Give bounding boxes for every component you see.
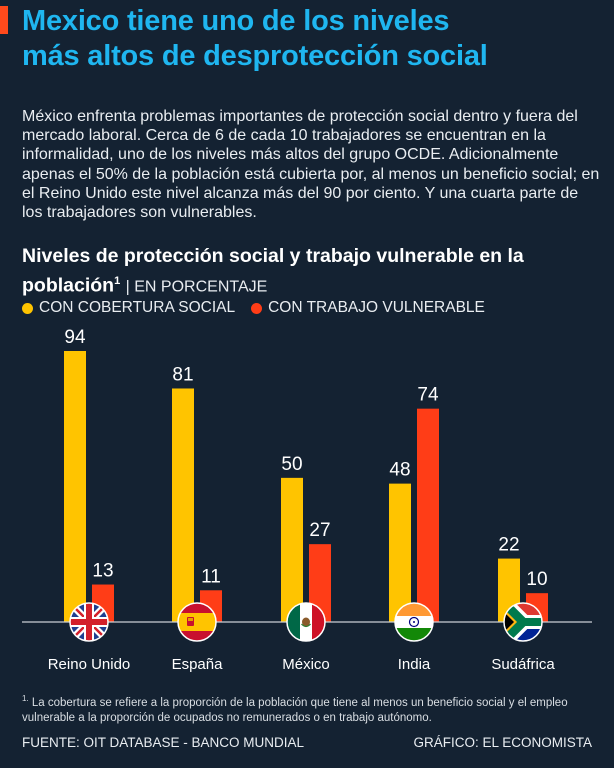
category-label-2: México (282, 656, 330, 673)
chart-title: Niveles de protección social y trabajo v… (22, 244, 607, 300)
uk-flag-icon (69, 602, 109, 642)
legend-dot-vulnerable (251, 302, 263, 314)
legend-label-vulnerable: CON TRABAJO VULNERABLE (268, 299, 485, 316)
bar-chart: 94 13 Reino Unido 81 11 España 50 27 México 48 74 I… (22, 327, 592, 673)
footnote-text: La cobertura se refiere a la proporción … (22, 696, 568, 724)
value-label-coverage-3: 48 (389, 460, 410, 481)
value-label-vulnerable-3: 74 (417, 385, 439, 406)
page-title: Mexico tiene uno de los niveles más alto… (22, 4, 602, 74)
footnote-mark: 1. (22, 694, 29, 703)
credit-text: GRÁFICO: EL ECONOMISTA (413, 735, 592, 750)
value-label-coverage-0: 94 (64, 327, 86, 348)
source-text: FUENTE: OIT DATABASE - BANCO MUNDIAL (22, 735, 305, 750)
value-label-vulnerable-4: 10 (526, 569, 547, 590)
value-label-coverage-4: 22 (498, 535, 519, 556)
legend-dot-coverage (22, 302, 33, 314)
footnote: 1. La cobertura se refiere a la proporci… (22, 691, 607, 726)
legend-label-coverage: CON COBERTURA SOCIAL (39, 299, 236, 316)
legend-item-coverage: CON COBERTURA SOCIAL (22, 299, 235, 317)
spain-flag-icon (177, 602, 217, 642)
title-accent-bar (0, 6, 8, 34)
category-label-3: India (398, 656, 431, 673)
value-label-vulnerable-0: 13 (92, 561, 113, 582)
value-label-vulnerable-1: 11 (201, 566, 221, 587)
value-label-vulnerable-2: 27 (309, 520, 330, 541)
chart-unit: | EN PORCENTAJE (125, 278, 268, 296)
south-africa-flag-icon (503, 602, 543, 642)
value-label-coverage-1: 81 (172, 364, 193, 385)
category-label-4: Sudáfrica (491, 656, 555, 673)
india-flag-icon (394, 602, 434, 642)
chart-unit-text: EN PORCENTAJE (134, 278, 268, 296)
title-line-2: más altos de desprotección social (22, 40, 488, 72)
value-label-coverage-2: 50 (281, 454, 302, 475)
chart-legend: CON COBERTURA SOCIAL CON TRABAJO VULNERA… (22, 299, 501, 317)
chart-title-footnote-mark: 1 (114, 275, 121, 287)
bar-coverage-3 (389, 483, 411, 622)
mexico-flag-icon (286, 602, 326, 642)
bar-vulnerable-3 (417, 408, 439, 622)
category-label-0: Reino Unido (48, 656, 131, 673)
bar-coverage-1 (172, 388, 194, 622)
title-line-1: Mexico tiene uno de los niveles (22, 5, 450, 37)
bar-vulnerable-2 (309, 544, 331, 622)
category-label-1: España (172, 656, 224, 673)
intro-paragraph: México enfrenta problemas importantes de… (22, 108, 600, 222)
chart-title-text: Niveles de protección social y trabajo v… (22, 245, 524, 297)
bar-coverage-0 (64, 351, 86, 622)
bar-coverage-2 (281, 477, 303, 622)
legend-item-vulnerable: CON TRABAJO VULNERABLE (251, 299, 485, 317)
